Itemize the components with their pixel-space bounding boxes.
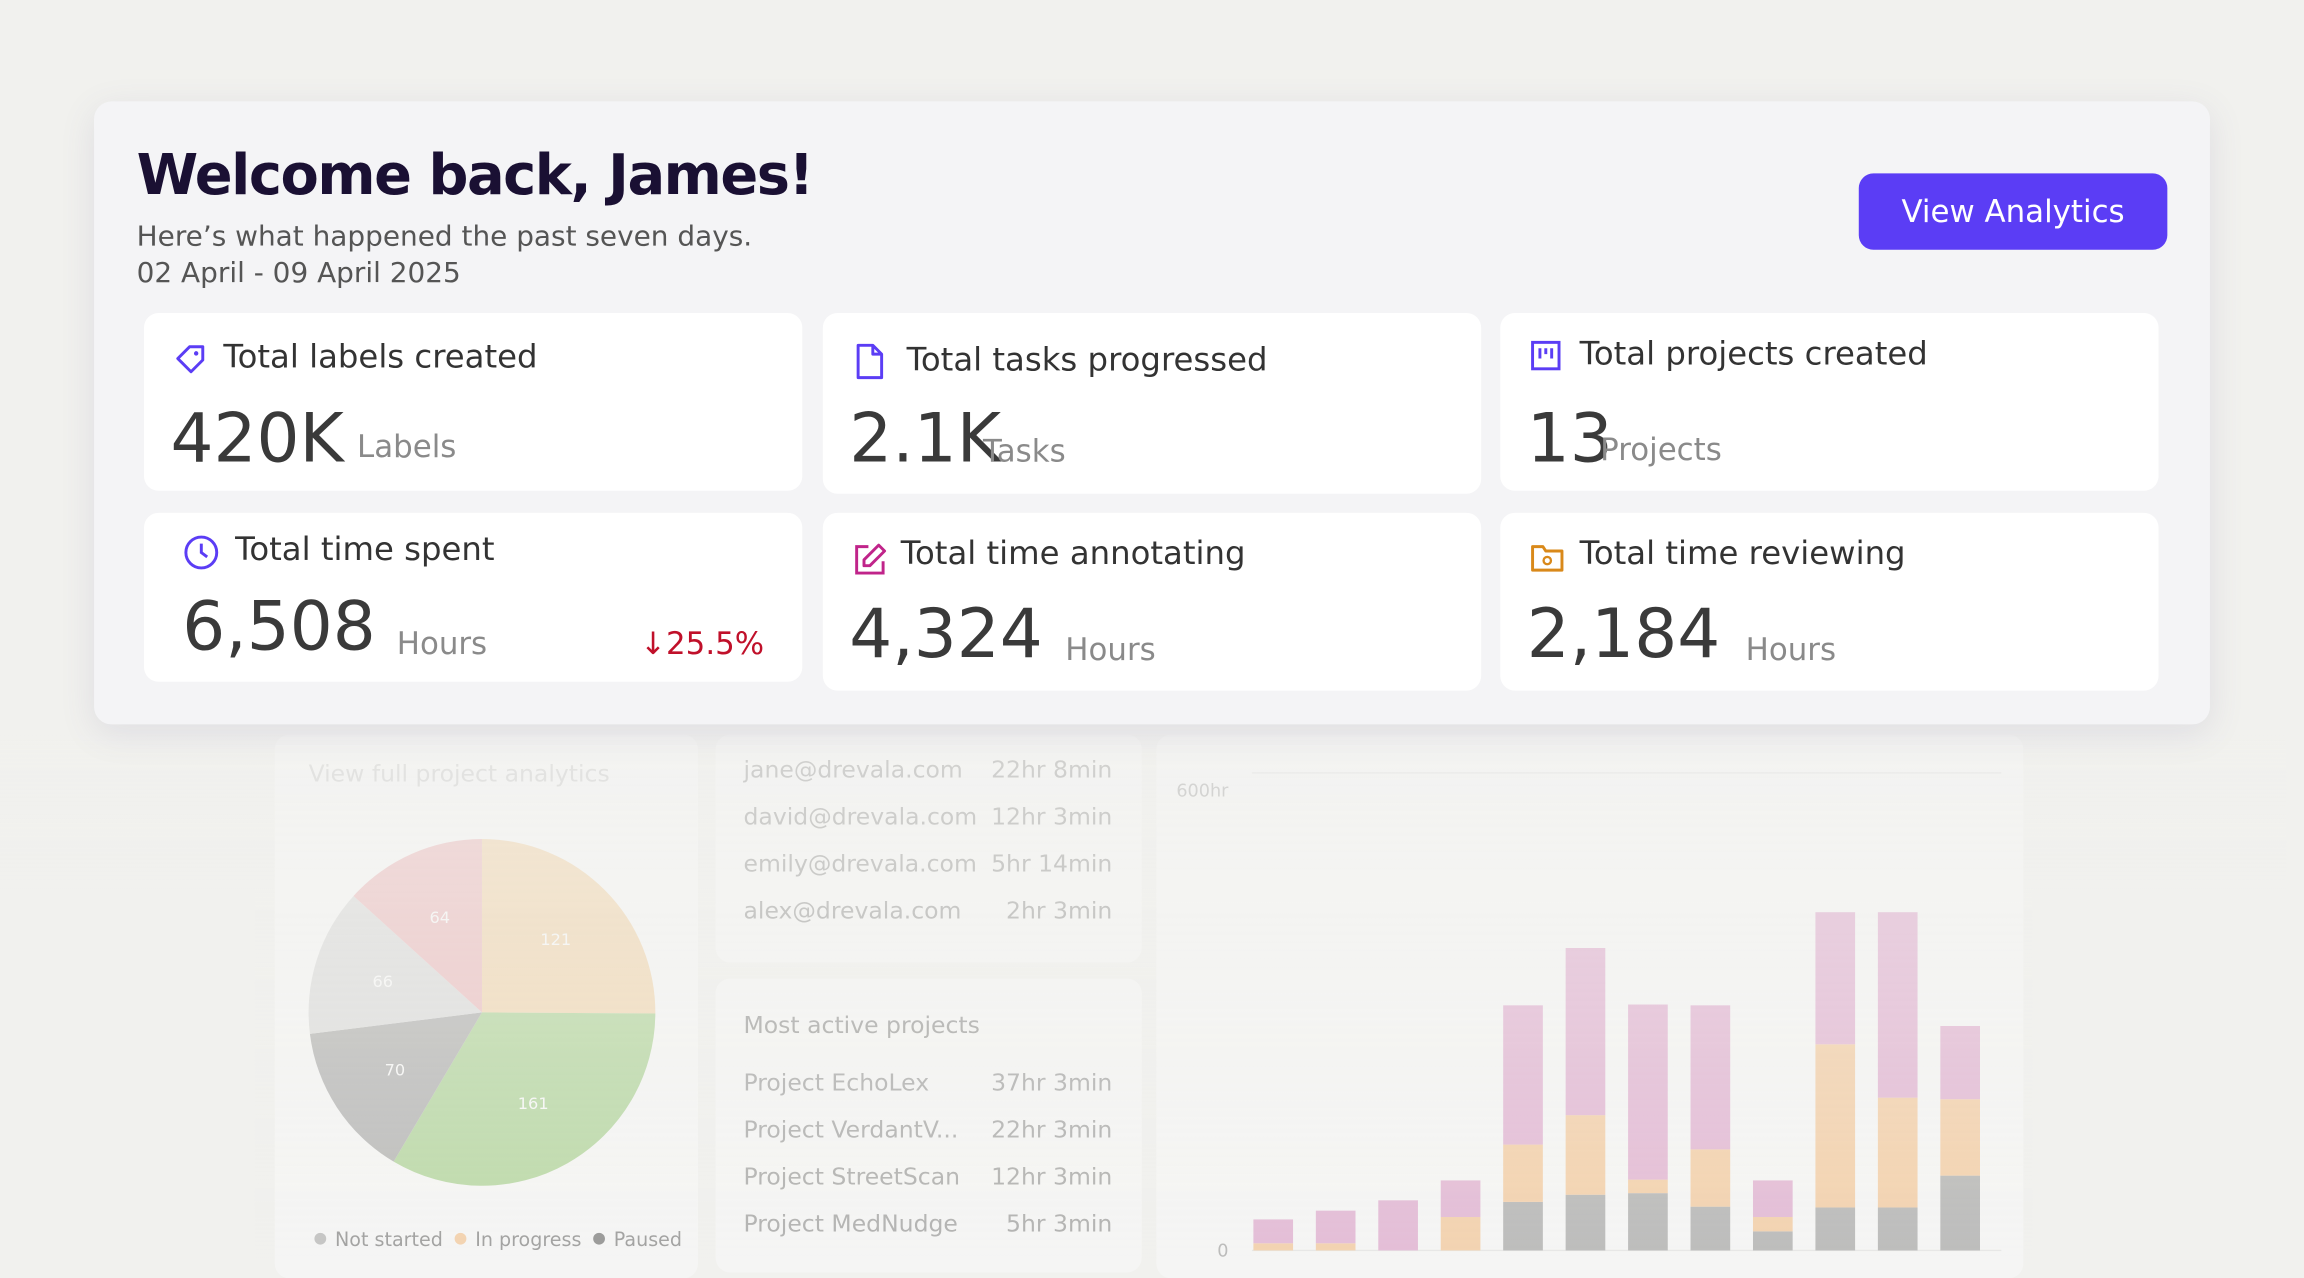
- slice-label: 70: [385, 1060, 406, 1079]
- clock-icon: [184, 535, 219, 570]
- stat-value: 13: [1526, 398, 1613, 478]
- stat-label: Total time annotating: [900, 536, 1246, 574]
- board-icon: [1531, 340, 1561, 371]
- bar-segment: [1940, 1175, 1981, 1251]
- bar-segment: [1815, 1044, 1856, 1208]
- bar-segment: [1815, 1207, 1856, 1251]
- stat-value: 2.1K: [849, 398, 1002, 478]
- bar-segment: [1877, 912, 1918, 1098]
- pie-slice: [481, 839, 656, 1014]
- slice-label: 161: [518, 1094, 549, 1113]
- bar-segment: [1877, 1097, 1918, 1208]
- bar-segment: [1565, 1194, 1606, 1251]
- bar-segment: [1690, 1005, 1731, 1150]
- edit-icon: [855, 543, 887, 575]
- stat-card: Total labels created 420K Labels: [144, 312, 803, 491]
- legend-label: In progress: [475, 1228, 581, 1251]
- bar-segment: [1565, 948, 1606, 1116]
- bar-segment: [1315, 1243, 1356, 1251]
- stat-unit: Tasks: [983, 433, 1066, 469]
- view-analytics-button[interactable]: View Analytics: [1858, 173, 2168, 250]
- stat-value: 6,508: [182, 586, 376, 666]
- y-tick-label: 0: [1217, 1241, 1228, 1260]
- stat-value: 2,184: [1526, 593, 1721, 673]
- stat-label: Total time reviewing: [1579, 536, 1906, 574]
- file-icon: [856, 343, 884, 380]
- bar-segment: [1440, 1180, 1481, 1218]
- bar-segment: [1253, 1243, 1294, 1251]
- slice-label: 64: [430, 908, 451, 927]
- bar-segment: [1253, 1219, 1294, 1244]
- stat-value: 420K: [170, 398, 344, 478]
- bar-segment: [1628, 1004, 1668, 1180]
- legend-dot: [314, 1232, 327, 1245]
- bar-segment: [1378, 1200, 1418, 1251]
- stat-unit: Hours: [396, 625, 488, 662]
- bar-segment: [1628, 1179, 1668, 1194]
- stat-value: 4,324: [849, 593, 1043, 673]
- slice-label: 66: [372, 972, 393, 991]
- stat-unit: Hours: [1065, 631, 1156, 668]
- stat-label: Total projects created: [1579, 336, 1928, 374]
- stat-unit: Labels: [357, 429, 457, 465]
- bar-segment: [1752, 1231, 1793, 1251]
- tag-icon: [176, 345, 205, 374]
- slice-label: 121: [540, 930, 571, 949]
- welcome-title: Welcome back, James!: [136, 142, 814, 208]
- bar-segment: [1690, 1206, 1731, 1251]
- stat-card: Total tasks progressed 2.1K Tasks: [822, 312, 1482, 494]
- stat-card: Total time spent 6,508 Hours ↓25.5%: [144, 512, 803, 682]
- bar-segment: [1440, 1217, 1481, 1251]
- y-tick-label: 600hr: [1176, 781, 1229, 801]
- legend-dot: [454, 1232, 467, 1245]
- bar-segment: [1752, 1217, 1793, 1232]
- subtitle: Here’s what happened the past seven days…: [136, 220, 753, 253]
- stat-label: Total tasks progressed: [906, 342, 1268, 380]
- stat-card: Total time annotating 4,324 Hours: [822, 512, 1482, 691]
- bar-segment: [1503, 1201, 1543, 1251]
- bar-segment: [1877, 1207, 1918, 1251]
- stat-unit: Hours: [1745, 631, 1837, 668]
- bar-segment: [1940, 1099, 1981, 1176]
- stat-label: Total labels created: [223, 339, 538, 377]
- bar-segment: [1503, 1144, 1543, 1202]
- bar-segment: [1315, 1210, 1356, 1244]
- bar-segment: [1503, 1005, 1543, 1145]
- stat-change: ↓25.5%: [640, 625, 765, 662]
- legend-label: Paused: [614, 1228, 682, 1251]
- folder-icon: [1531, 545, 1564, 572]
- stat-card: Total projects created 13 Projects: [1500, 312, 2159, 491]
- date-range: 02 April - 09 April 2025: [136, 257, 461, 290]
- stat-label: Total time spent: [235, 531, 495, 569]
- bar-segment: [1752, 1180, 1793, 1218]
- stat-unit: Projects: [1600, 432, 1722, 468]
- bar-segment: [1815, 912, 1856, 1045]
- bar-segment: [1565, 1115, 1606, 1195]
- bar-segment: [1628, 1193, 1668, 1251]
- bar-segment: [1940, 1026, 1981, 1100]
- bar-segment: [1690, 1149, 1731, 1207]
- legend-label: Not started: [335, 1228, 443, 1251]
- stat-card: Total time reviewing 2,184 Hours: [1500, 512, 2159, 691]
- legend-dot: [593, 1232, 605, 1245]
- summary-card: Welcome back, James! Here’s what happene…: [94, 101, 2210, 725]
